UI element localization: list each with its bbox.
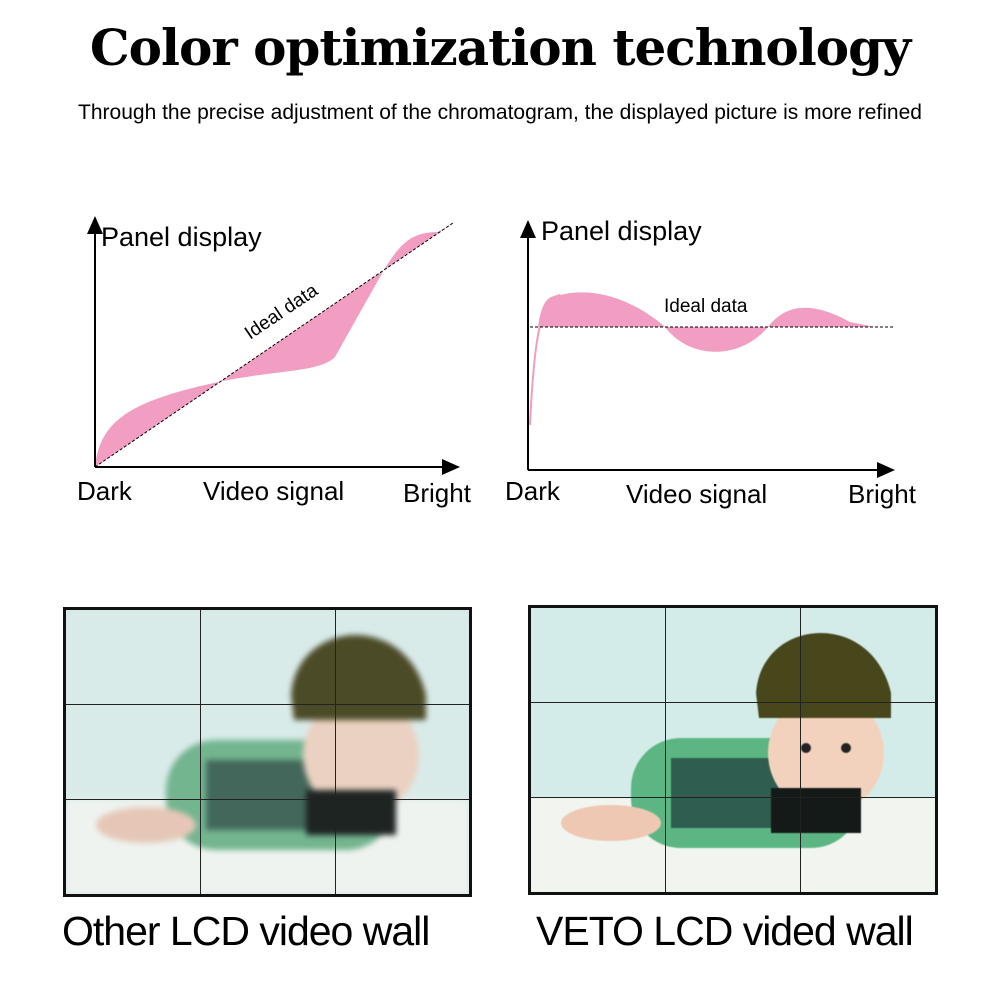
x-axis-label: Video signal: [626, 479, 767, 509]
caption-veto: VETO LCD vided wall: [536, 908, 914, 954]
photo-other-wall: [63, 607, 472, 897]
x-start-label: Dark: [77, 476, 133, 506]
y-axis-label: Panel display: [101, 222, 262, 252]
gamma-chart: Panel display Ideal data Dark Video sign…: [77, 216, 472, 508]
baby-photo: [531, 608, 935, 892]
page-title: Color optimization technology: [89, 18, 911, 77]
photo-veto-wall: [528, 605, 938, 895]
x-start-label: Dark: [505, 476, 561, 506]
deviation-area: [538, 292, 875, 352]
x-end-label: Bright: [403, 478, 472, 508]
chart-diagrams: Panel display Ideal data Dark Video sign…: [77, 216, 917, 509]
y-axis-label: Panel display: [541, 216, 702, 246]
page-subtitle: Through the precise adjustment of the ch…: [78, 101, 922, 124]
response-curve: [529, 294, 561, 426]
uniformity-chart: Panel display Ideal data Dark Video sign…: [505, 216, 917, 509]
x-axis-label: Video signal: [203, 476, 344, 506]
x-end-label: Bright: [848, 479, 917, 509]
ideal-line: [94, 222, 454, 468]
caption-other: Other LCD video wall: [62, 908, 430, 954]
baby-photo: [66, 610, 469, 894]
ideal-data-label: Ideal data: [664, 296, 748, 317]
